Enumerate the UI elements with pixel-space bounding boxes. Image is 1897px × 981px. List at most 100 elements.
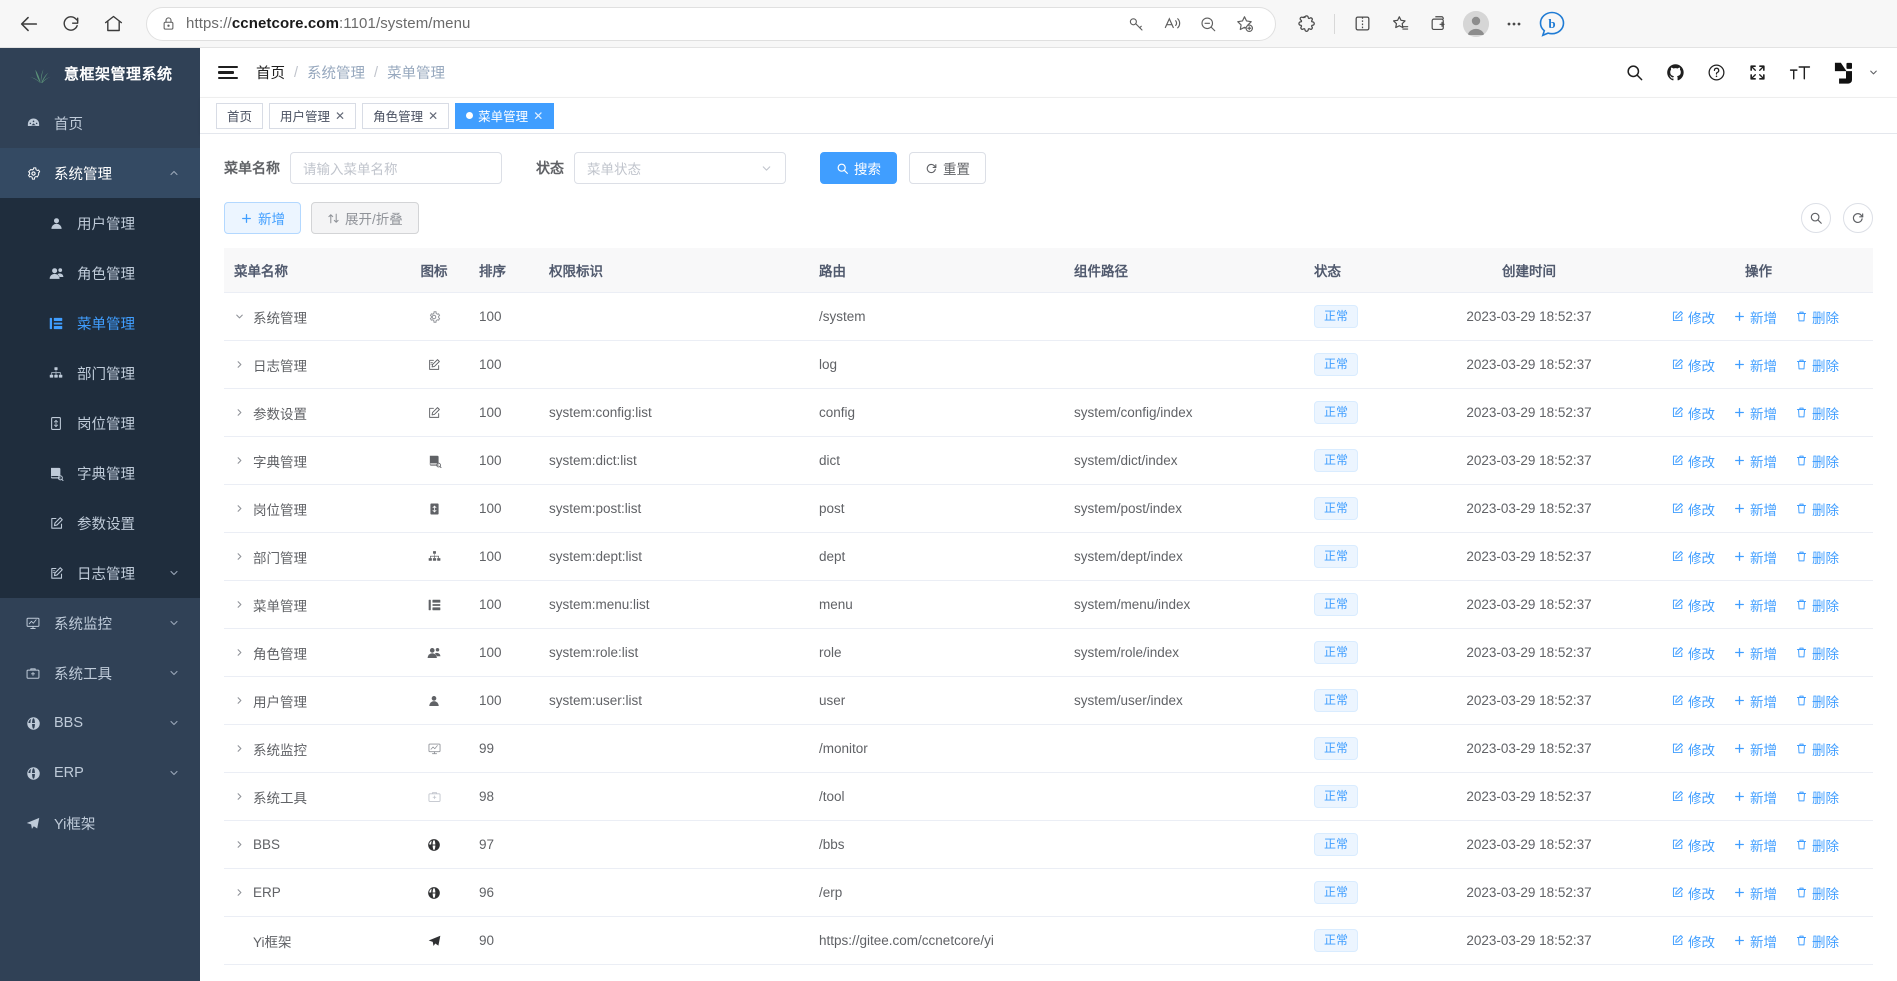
hamburger-icon[interactable] <box>218 65 240 80</box>
add-button[interactable]: 新增 <box>224 202 301 234</box>
read-aloud-icon[interactable] <box>1155 7 1189 41</box>
sidebar-item-system-tools[interactable]: 系统工具 <box>0 648 200 698</box>
table-row[interactable]: 角色管理 100 system:role:list role system/role/i… <box>224 628 1873 677</box>
chevron-right-icon[interactable] <box>234 887 246 898</box>
profile-avatar[interactable] <box>1459 7 1493 41</box>
reset-button[interactable]: 重置 <box>909 152 986 184</box>
refresh-icon[interactable] <box>1843 203 1873 233</box>
table-row[interactable]: 用户管理 100 system:user:list user system/user/i… <box>224 676 1873 725</box>
op-add-button[interactable]: 新增 <box>1733 451 1777 471</box>
tab-user-management[interactable]: 用户管理 ✕ <box>269 102 357 129</box>
op-add-button[interactable]: 新增 <box>1733 547 1777 567</box>
status-select[interactable]: 菜单状态 <box>574 152 786 184</box>
sidebar-item-post-management[interactable]: 岗位管理 <box>0 398 200 448</box>
table-row[interactable]: 菜单管理 100 system:menu:list menu system/menu/i… <box>224 580 1873 629</box>
chevron-right-icon[interactable] <box>234 503 246 514</box>
op-edit-button[interactable]: 修改 <box>1671 595 1715 615</box>
table-row[interactable]: 岗位管理 100 system:post:list post system/post/i… <box>224 484 1873 533</box>
table-row[interactable]: ERP 96/erp 正常 2023-03-29 18:52:37 修改 新增 删除 <box>224 868 1873 917</box>
op-add-button[interactable]: 新增 <box>1733 643 1777 663</box>
op-delete-button[interactable]: 删除 <box>1795 787 1839 807</box>
op-add-button[interactable]: 新增 <box>1733 595 1777 615</box>
table-row[interactable]: 部门管理 100 system:dept:list dept system/dept/i… <box>224 532 1873 581</box>
sidebar-item-config-settings[interactable]: 参数设置 <box>0 498 200 548</box>
chevron-right-icon[interactable] <box>234 599 246 610</box>
breadcrumb-item-menu[interactable]: 菜单管理 <box>387 66 446 82</box>
op-delete-button[interactable]: 删除 <box>1795 451 1839 471</box>
back-arrow-icon[interactable] <box>10 5 48 43</box>
table-row[interactable]: 参数设置 100 system:config:list config system/co… <box>224 388 1873 437</box>
op-edit-button[interactable]: 修改 <box>1671 835 1715 855</box>
op-delete-button[interactable]: 删除 <box>1795 835 1839 855</box>
op-delete-button[interactable]: 删除 <box>1795 883 1839 903</box>
expand-collapse-button[interactable]: 展开/折叠 <box>311 202 419 234</box>
fullscreen-icon[interactable] <box>1748 63 1767 82</box>
op-delete-button[interactable]: 删除 <box>1795 931 1839 951</box>
search-icon[interactable] <box>1625 63 1644 82</box>
sidebar-item-system-monitor[interactable]: 系统监控 <box>0 598 200 648</box>
menu-name-input[interactable]: 请输入菜单名称 <box>290 152 502 184</box>
github-icon[interactable] <box>1666 63 1685 82</box>
extensions-icon[interactable] <box>1290 7 1324 41</box>
tab-role-management[interactable]: 角色管理 ✕ <box>362 102 450 129</box>
sidebar-item-system-management[interactable]: 系统管理 <box>0 148 200 198</box>
chevron-right-icon[interactable] <box>234 695 246 706</box>
op-edit-button[interactable]: 修改 <box>1671 403 1715 423</box>
sidebar-item-bbs[interactable]: BBS <box>0 698 200 748</box>
op-add-button[interactable]: 新增 <box>1733 307 1777 327</box>
sidebar-item-erp[interactable]: ERP <box>0 748 200 798</box>
table-row[interactable]: 字典管理 100 system:dict:list dict system/dict/i… <box>224 436 1873 485</box>
op-add-button[interactable]: 新增 <box>1733 739 1777 759</box>
op-delete-button[interactable]: 删除 <box>1795 307 1839 327</box>
chevron-right-icon[interactable] <box>234 359 246 370</box>
chevron-down-icon[interactable] <box>234 311 246 322</box>
sidebar-item-dept-management[interactable]: 部门管理 <box>0 348 200 398</box>
chevron-right-icon[interactable] <box>234 455 246 466</box>
chevron-right-icon[interactable] <box>234 839 246 850</box>
op-delete-button[interactable]: 删除 <box>1795 595 1839 615</box>
favorites-icon[interactable] <box>1383 7 1417 41</box>
yi-logo[interactable] <box>1833 61 1879 85</box>
breadcrumb-item-home[interactable]: 首页 <box>256 66 285 82</box>
op-edit-button[interactable]: 修改 <box>1671 643 1715 663</box>
op-edit-button[interactable]: 修改 <box>1671 931 1715 951</box>
key-icon[interactable] <box>1119 7 1153 41</box>
address-bar[interactable]: https://ccnetcore.com:1101/system/menu <box>146 6 1276 41</box>
sidebar-item-user-management[interactable]: 用户管理 <box>0 198 200 248</box>
reload-icon[interactable] <box>52 5 90 43</box>
op-delete-button[interactable]: 删除 <box>1795 403 1839 423</box>
op-edit-button[interactable]: 修改 <box>1671 691 1715 711</box>
op-edit-button[interactable]: 修改 <box>1671 451 1715 471</box>
op-add-button[interactable]: 新增 <box>1733 787 1777 807</box>
sidebar-item-log-management[interactable]: 日志管理 <box>0 548 200 598</box>
op-add-button[interactable]: 新增 <box>1733 835 1777 855</box>
zoom-out-icon[interactable] <box>1191 7 1225 41</box>
close-icon[interactable]: ✕ <box>428 108 439 123</box>
tab-menu-management[interactable]: 菜单管理 ✕ <box>455 102 555 129</box>
breadcrumb-item-system[interactable]: 系统管理 <box>307 66 366 82</box>
sidebar-item-home[interactable]: 首页 <box>0 98 200 148</box>
chevron-right-icon[interactable] <box>234 743 246 754</box>
op-edit-button[interactable]: 修改 <box>1671 307 1715 327</box>
table-row[interactable]: 系统工具 98/tool 正常 2023-03-29 18:52:37 修改 新增 删除 <box>224 772 1873 821</box>
op-delete-button[interactable]: 删除 <box>1795 547 1839 567</box>
op-delete-button[interactable]: 删除 <box>1795 355 1839 375</box>
table-row[interactable]: 日志管理 100 log 正常 2023-03-29 18:52:37 修改 新增 删除 <box>224 340 1873 389</box>
search-icon[interactable] <box>1801 203 1831 233</box>
op-delete-button[interactable]: 删除 <box>1795 691 1839 711</box>
add-favorite-icon[interactable] <box>1227 7 1261 41</box>
sidebar-item-dict-management[interactable]: 字典管理 <box>0 448 200 498</box>
op-delete-button[interactable]: 删除 <box>1795 643 1839 663</box>
sidebar-logo[interactable]: 意框架管理系统 <box>0 48 200 98</box>
split-screen-icon[interactable] <box>1345 7 1379 41</box>
table-row[interactable]: 系统管理 100/system 正常 2023-03-29 18:52:37 修改 新增 删… <box>224 292 1873 341</box>
op-edit-button[interactable]: 修改 <box>1671 739 1715 759</box>
tab-home[interactable]: 首页 <box>216 102 264 129</box>
search-button[interactable]: 搜索 <box>820 152 897 184</box>
op-add-button[interactable]: 新增 <box>1733 931 1777 951</box>
op-add-button[interactable]: 新增 <box>1733 691 1777 711</box>
op-delete-button[interactable]: 删除 <box>1795 499 1839 519</box>
op-edit-button[interactable]: 修改 <box>1671 355 1715 375</box>
sidebar-item-yi-framework[interactable]: Yi框架 <box>0 798 200 848</box>
home-icon[interactable] <box>94 5 132 43</box>
